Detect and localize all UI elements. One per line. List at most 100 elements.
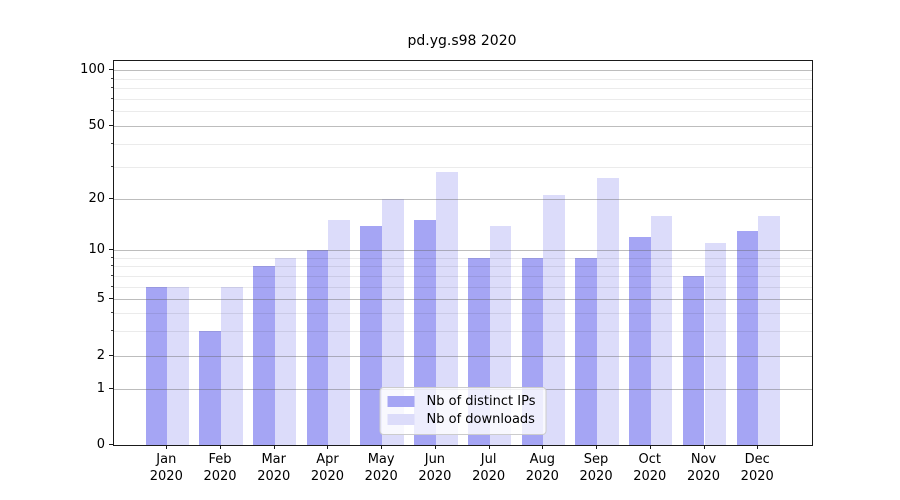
y-minor-tick-90 (110, 77, 113, 79)
grid-layer (114, 61, 812, 445)
minor-gridline-6 (114, 286, 812, 288)
x-tick-feb (220, 445, 222, 449)
y-tick-1 (109, 387, 113, 389)
x-tick-label-apr: Apr 2020 (310, 452, 344, 484)
x-tick-label-jan: Jan 2020 (149, 452, 183, 484)
x-tick-label-jul: Jul 2020 (472, 452, 506, 484)
x-tick-label-may: May 2020 (364, 452, 398, 484)
bar-distinct-ips-oct (629, 236, 651, 445)
legend-label-distinct-ips: Nb of distinct IPs (426, 394, 536, 409)
x-tick-jun (434, 445, 436, 449)
y-tick-0 (109, 444, 113, 445)
y-minor-tick-7 (110, 274, 113, 276)
y-tick-label-1: 1 (96, 380, 105, 396)
bar-distinct-ips-dec (736, 231, 759, 445)
bar-downloads-apr (328, 220, 351, 445)
y-minor-tick-60 (110, 110, 113, 112)
x-tick-label-nov: Nov 2020 (686, 452, 721, 484)
minor-gridline-80 (114, 88, 812, 90)
legend-item-distinct-ips: Nb of distinct IPs (387, 394, 536, 409)
major-gridline-100 (114, 70, 812, 72)
bar-downloads-mar (274, 257, 297, 445)
minor-gridline-8 (114, 266, 812, 268)
x-tick-mar (273, 445, 275, 449)
bar-distinct-ips-feb (199, 330, 221, 445)
y-tick-10 (109, 249, 113, 251)
y-tick-2 (109, 354, 113, 356)
x-tick-jul (488, 445, 490, 449)
y-tick-50 (109, 125, 113, 127)
x-tick-label-aug: Aug 2020 (525, 452, 559, 484)
x-tick-label-dec: Dec 2020 (740, 452, 774, 484)
x-tick-sep (596, 445, 598, 449)
y-tick-label-2: 2 (96, 347, 105, 363)
bar-downloads-sep (597, 178, 619, 445)
y-minor-tick-30 (110, 165, 113, 167)
x-tick-label-sep: Sep 2020 (579, 452, 613, 484)
y-tick-label-20: 20 (88, 191, 105, 207)
bar-distinct-ips-apr (306, 250, 329, 445)
y-minor-tick-3 (110, 329, 113, 331)
minor-gridline-3 (114, 330, 812, 332)
x-tick-label-oct: Oct 2020 (633, 452, 667, 484)
bar-downloads-may (382, 199, 404, 445)
x-tick-nov (703, 445, 705, 449)
y-tick-5 (109, 298, 113, 300)
y-minor-tick-6 (110, 285, 113, 287)
y-tick-label-10: 10 (88, 242, 105, 258)
legend-item-downloads: Nb of downloads (387, 412, 536, 427)
x-tick-label-mar: Mar 2020 (257, 452, 291, 484)
y-minor-tick-9 (110, 256, 113, 258)
bar-distinct-ips-may (360, 225, 383, 445)
major-gridline-20 (114, 199, 812, 201)
major-gridline-5 (114, 299, 812, 301)
minor-gridline-40 (114, 143, 812, 145)
major-gridline-50 (114, 126, 812, 128)
minor-gridline-9 (114, 257, 812, 259)
x-tick-dec (757, 445, 759, 449)
bar-downloads-oct (650, 215, 673, 445)
legend: Nb of distinct IPs Nb of downloads (379, 387, 547, 435)
y-tick-20 (109, 198, 113, 200)
minor-gridline-30 (114, 166, 812, 168)
bar-downloads-jan (167, 286, 189, 445)
y-minor-tick-70 (110, 97, 113, 99)
y-minor-tick-4 (110, 312, 113, 314)
x-tick-label-feb: Feb 2020 (203, 452, 237, 484)
plot-area: Nb of distinct IPs Nb of downloads (113, 60, 813, 446)
bar-distinct-ips-sep (575, 257, 598, 445)
x-tick-may (381, 445, 383, 449)
y-tick-100 (109, 69, 113, 71)
x-tick-label-jun: Jun 2020 (418, 452, 452, 484)
bar-distinct-ips-mar (253, 266, 275, 445)
y-tick-label-50: 50 (88, 118, 105, 134)
major-gridline-10 (114, 250, 812, 252)
bar-distinct-ips-jan (145, 286, 168, 445)
x-tick-apr (327, 445, 329, 449)
y-minor-tick-8 (110, 265, 113, 267)
minor-gridline-7 (114, 275, 812, 277)
bar-downloads-nov (704, 243, 727, 445)
bar-downloads-jun (435, 172, 458, 445)
y-tick-label-100: 100 (80, 62, 105, 78)
bar-downloads-feb (221, 286, 243, 445)
x-tick-aug (542, 445, 544, 449)
bar-downloads-dec (758, 215, 780, 445)
y-tick-label-5: 5 (96, 291, 105, 307)
bar-downloads-aug (543, 195, 566, 445)
legend-swatch-distinct-ips (387, 396, 415, 407)
minor-gridline-60 (114, 111, 812, 113)
y-minor-tick-40 (110, 142, 113, 144)
x-tick-oct (649, 445, 651, 449)
minor-gridline-90 (114, 78, 812, 80)
major-gridline-2 (114, 355, 812, 357)
y-tick-label-0: 0 (96, 437, 105, 452)
legend-swatch-downloads (387, 414, 415, 425)
minor-gridline-4 (114, 313, 812, 315)
bar-distinct-ips-nov (682, 275, 705, 445)
minor-gridline-70 (114, 98, 812, 100)
chart-title: pd.yg.s98 2020 (407, 33, 517, 49)
legend-label-downloads: Nb of downloads (426, 412, 535, 427)
y-minor-tick-80 (110, 87, 113, 89)
